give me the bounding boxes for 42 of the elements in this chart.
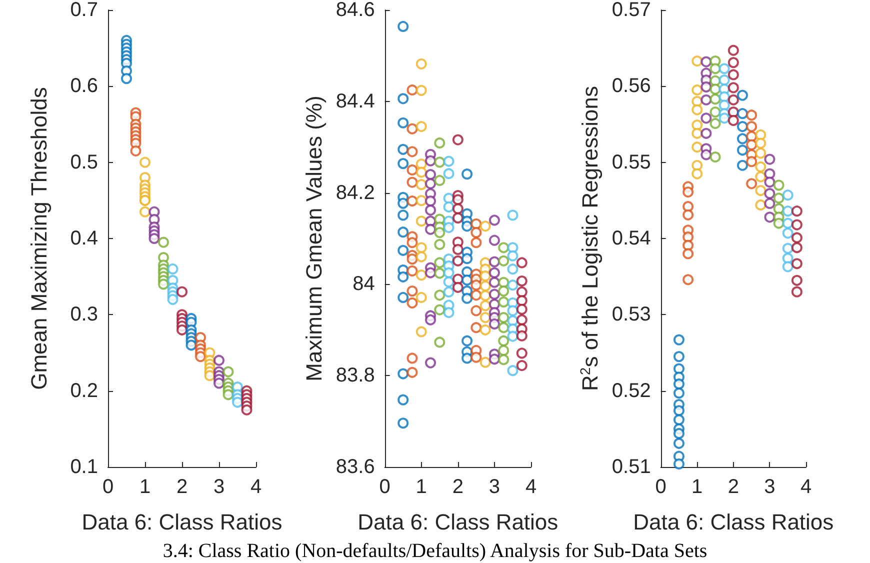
y-tick-label: 84.4	[336, 90, 375, 112]
y-tick-label: 0.56	[612, 75, 651, 98]
x-tick-label: 1	[692, 476, 703, 498]
x-tick-label: 2	[452, 476, 464, 498]
y-axis-title: Maximum Gmean Values (%)	[302, 96, 326, 382]
y-tick-label: 0.55	[612, 151, 651, 174]
y-tick-label: 0.7	[70, 0, 98, 21]
y-axis-title: R2s of the Logistic Regressions	[577, 86, 602, 391]
x-axis-title: Data 6: Class Ratios	[633, 510, 834, 534]
y-tick-label: 0.3	[70, 304, 98, 326]
y-tick-label: 0.1	[70, 456, 98, 478]
x-tick-label: 0	[379, 476, 390, 498]
x-tick-label: 3	[764, 476, 776, 498]
x-tick-label: 2	[176, 476, 188, 498]
x-tick-label: 4	[525, 476, 537, 498]
x-tick-label: 4	[800, 476, 812, 498]
y-tick-label: 0.6	[70, 75, 98, 98]
y-tick-label: 0.51	[612, 456, 651, 478]
x-tick-label: 4	[250, 476, 262, 498]
y-axis-title: Gmean Maximizing Thresholds	[26, 87, 52, 390]
y-tick-label: 83.8	[336, 364, 375, 387]
x-tick-label: 3	[213, 476, 225, 498]
y-tick-label: 0.57	[612, 0, 651, 21]
text: 3.4: Class Ratio (Non-defaults/Defaults) Analysis for Sub-Data Sets	[162, 540, 708, 563]
x-axis-title: Data 6: Class Ratios	[358, 510, 558, 534]
y-tick-label: 0.52	[612, 380, 651, 402]
y-tick-label: 84	[352, 273, 375, 296]
y-tick-label: 84.2	[336, 182, 375, 204]
x-tick-label: 1	[416, 476, 427, 498]
x-tick-label: 0	[102, 476, 114, 498]
y-tick-label: 0.2	[70, 380, 98, 402]
x-tick-label: 3	[488, 476, 500, 498]
y-tick-label: 84.6	[336, 0, 375, 21]
x-tick-label: 2	[728, 476, 739, 498]
y-tick-label: 0.4	[70, 228, 98, 250]
x-axis-title: Data 6: Class Ratios	[82, 510, 282, 534]
y-tick-label: 0.53	[612, 304, 651, 326]
x-tick-label: 0	[655, 476, 666, 498]
y-tick-label: 0.5	[70, 151, 98, 174]
y-tick-label: 83.6	[336, 456, 375, 478]
x-tick-label: 1	[139, 476, 151, 498]
y-tick-label: 0.54	[612, 228, 651, 250]
